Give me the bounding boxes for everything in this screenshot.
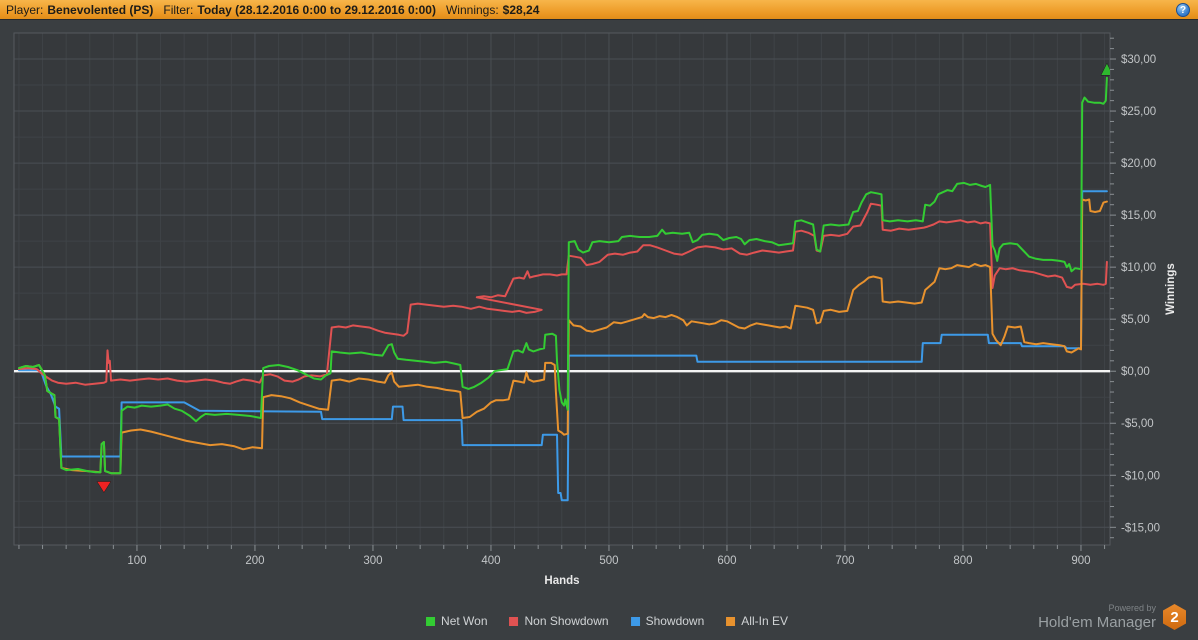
winnings-chart[interactable]: 100 200 300 400 500 600 700 800 900 Hands $30,00 $2… (0, 21, 1198, 635)
legend-swatch-icon (426, 616, 436, 626)
x-tick-label: 600 (717, 555, 736, 567)
legend-label: Showdown (645, 614, 705, 628)
chart-legend: Net Won Non Showdown Showdown All-In EV (426, 614, 788, 628)
legend-swatch-icon (726, 616, 736, 626)
x-tick-label: 800 (953, 555, 972, 567)
winnings-graph-panel: 100 200 300 400 500 600 700 800 900 Hands $30,00 $2… (0, 21, 1198, 635)
series-layer (18, 62, 1110, 502)
y-tick-label: $20,00 (1121, 158, 1156, 170)
x-axis-title: Hands (544, 575, 579, 587)
legend-label: Non Showdown (524, 614, 609, 628)
y-tick-label: $0,00 (1121, 366, 1150, 378)
player-label: Player: (6, 2, 44, 17)
legend-item-net-won[interactable]: Net Won (426, 614, 488, 628)
y-tick-label: $5,00 (1121, 314, 1150, 326)
series-showdown-line (18, 190, 1108, 502)
holdem-manager-text: Hold'em Manager (1038, 614, 1156, 631)
x-tick-label: 400 (481, 555, 500, 567)
filter-value: Today (28.12.2016 0:00 to 29.12.2016 0:0… (197, 2, 436, 17)
y-tick-label: -$5,00 (1121, 418, 1154, 430)
legend-item-showdown[interactable]: Showdown (630, 614, 705, 628)
big-loss-marker-icon (96, 481, 112, 493)
player-value: Benevolented (PS) (47, 2, 154, 17)
player-info-bar: Player: Benevolented (PS) Filter: Today … (0, 0, 1198, 20)
series-non-showdown-line (18, 202, 1108, 386)
branding: Powered by Hold'em Manager 2 (1038, 604, 1186, 630)
legend-swatch-icon (509, 616, 519, 626)
y-tick-label: -$15,00 (1121, 522, 1160, 534)
x-tick-label: 100 (127, 555, 146, 567)
y-tick-label: $15,00 (1121, 210, 1156, 222)
y-tick-label: $25,00 (1121, 106, 1156, 118)
legend-item-non-showdown[interactable]: Non Showdown (509, 614, 609, 628)
legend-label: Net Won (441, 614, 488, 628)
y-tick-label: $30,00 (1121, 54, 1156, 66)
filter-label: Filter: (163, 2, 194, 17)
powered-by-text: Powered by (1108, 603, 1156, 613)
series-net-won-line (18, 76, 1108, 475)
x-tick-label: 500 (599, 555, 618, 567)
x-tick-label: 200 (245, 555, 264, 567)
winnings-value: $28,24 (502, 2, 540, 17)
x-tick-label: 700 (835, 555, 854, 567)
y-tick-label: $10,00 (1121, 262, 1156, 274)
y-tick-label: -$10,00 (1121, 470, 1160, 482)
y-axis-title: Winnings (1165, 263, 1177, 315)
line-end-arrow-marker-icon (1100, 62, 1110, 76)
winnings-label: Winnings: (445, 2, 499, 17)
series-all-in-ev-line (18, 198, 1108, 475)
x-tick-label: 900 (1071, 555, 1090, 567)
legend-item-all-in-ev[interactable]: All-In EV (726, 614, 788, 628)
legend-swatch-icon (630, 616, 640, 626)
legend-label: All-In EV (741, 614, 788, 628)
x-tick-label: 300 (363, 555, 382, 567)
hm2-logo-badge: 2 (1163, 604, 1186, 630)
help-icon[interactable]: ? (1176, 3, 1190, 17)
